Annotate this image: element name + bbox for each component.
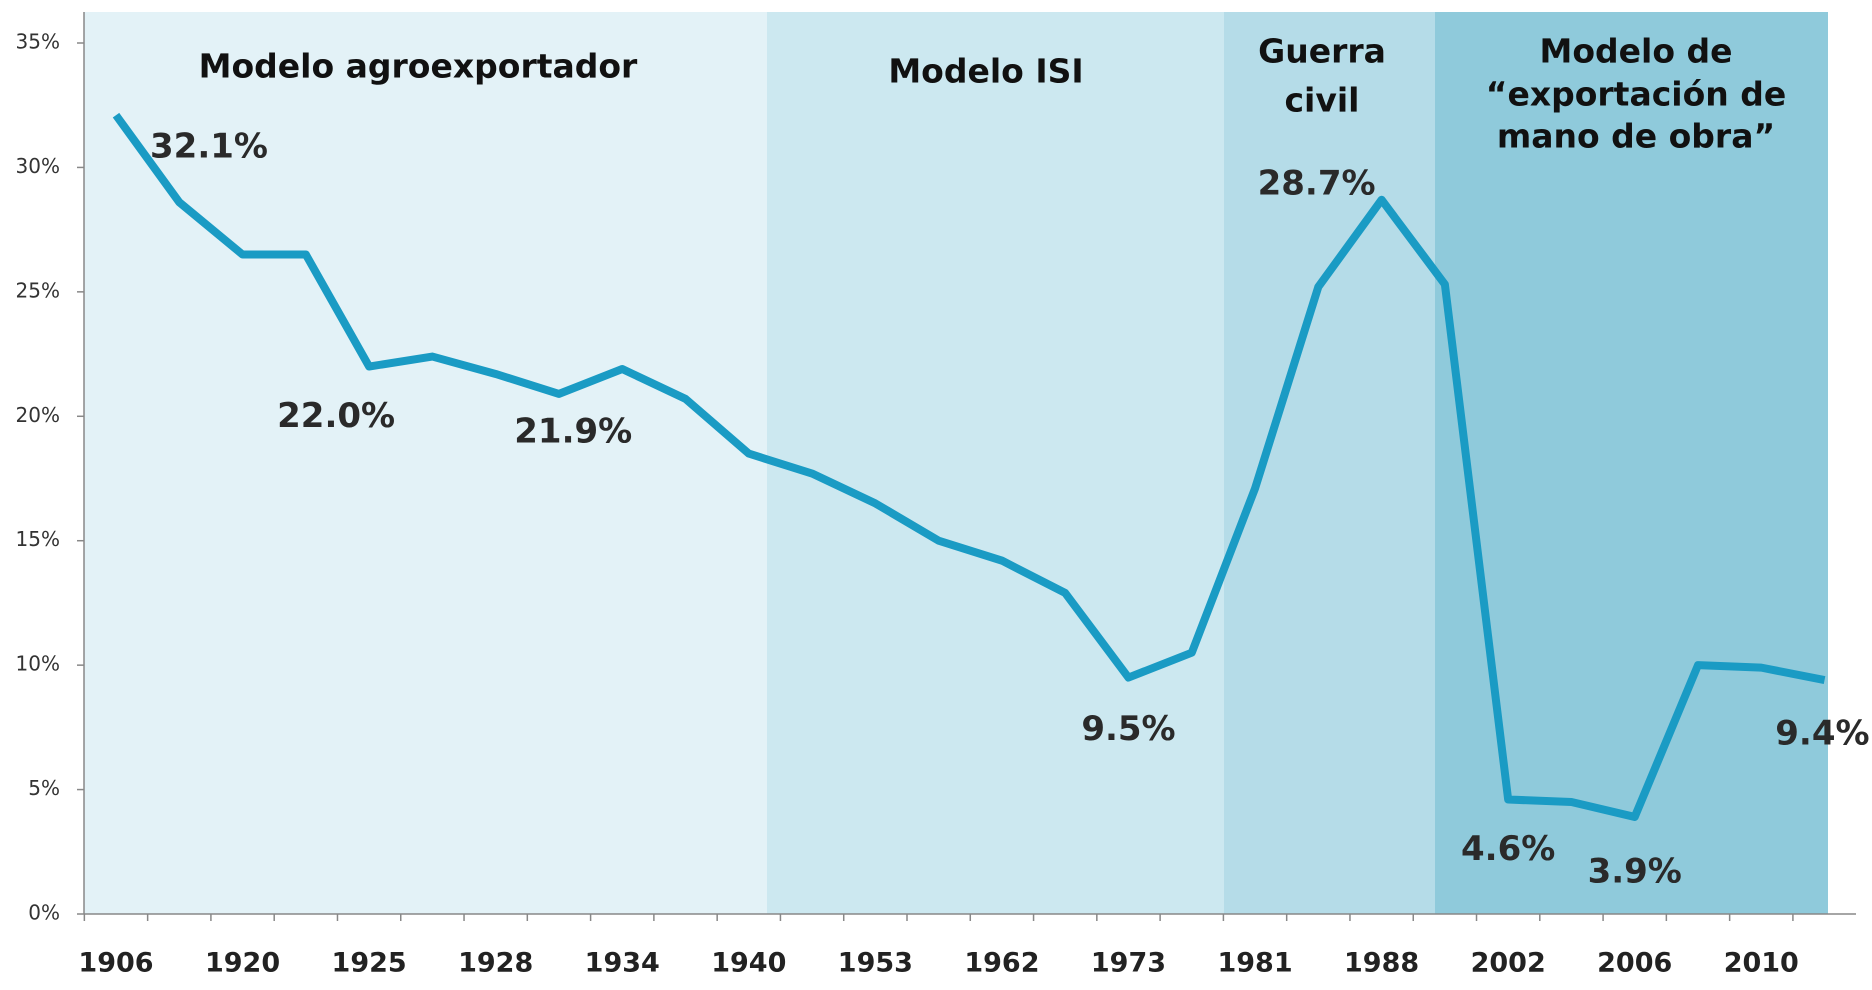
region-label: Modelo de [1540,32,1733,71]
x-tick-label: 2010 [1724,948,1799,979]
region-label: Guerra [1258,32,1386,71]
data-label: 21.9% [514,412,632,452]
x-tick-label: 1934 [585,948,660,979]
x-tick-label: 1962 [964,948,1039,979]
x-tick-label: 1920 [205,948,280,979]
y-tick-label: 15% [16,527,60,551]
region-band [767,12,1224,914]
y-tick-label: 30% [16,154,60,178]
region-label: Modelo ISI [888,52,1083,91]
x-tick-label: 1925 [332,948,407,979]
x-tick-label: 1906 [78,948,153,979]
x-tick-label: 1953 [838,948,913,979]
data-line [112,112,1826,821]
data-label: 9.4% [1775,714,1869,754]
region-band [1224,12,1435,914]
x-tick-label: 1973 [1091,948,1166,979]
data-label: 22.0% [277,396,395,436]
y-tick-label: 35% [16,30,60,54]
region-label: Modelo agroexportador [199,47,638,86]
region-label: civil [1284,81,1359,120]
x-tick-label: 1988 [1344,948,1419,979]
region-label: mano de obra” [1497,117,1775,156]
data-label: 28.7% [1258,163,1376,203]
x-tick-label: 1928 [458,948,533,979]
data-label: 9.5% [1081,709,1175,749]
y-tick-label: 0% [28,901,60,925]
region-label: “exportación de [1486,75,1787,114]
x-tick-label: 2006 [1597,948,1672,979]
y-tick-label: 5% [28,776,60,800]
region-band [84,12,767,914]
y-tick-label: 20% [16,403,60,427]
y-tick-label: 10% [16,652,60,676]
y-tick-label: 25% [16,278,60,302]
x-tick-label: 1940 [711,948,786,979]
data-label: 4.6% [1461,829,1555,869]
data-label: 3.9% [1588,851,1682,891]
x-tick-label: 1981 [1217,948,1292,979]
x-tick-label: 2002 [1471,948,1546,979]
data-label: 32.1% [150,127,268,167]
